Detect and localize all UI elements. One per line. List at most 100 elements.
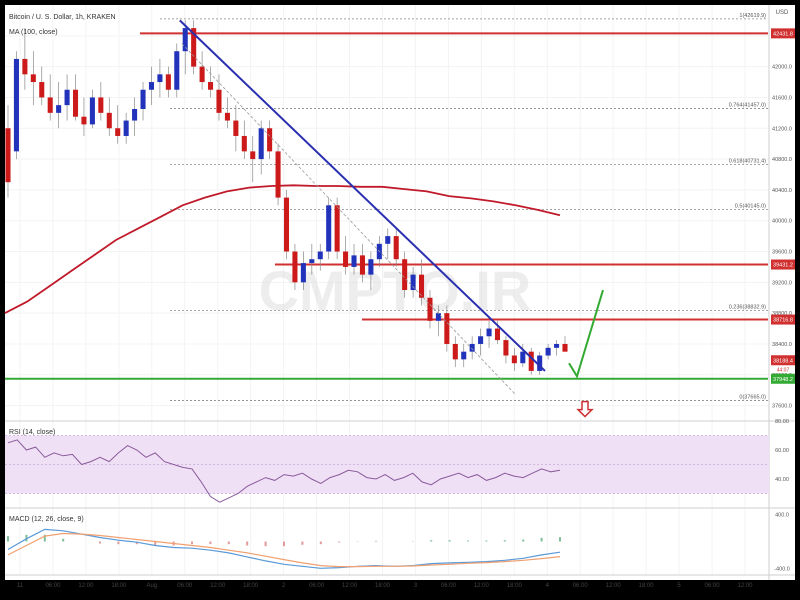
candle-body [241, 135, 247, 152]
y-tick-label: 40000.0 [772, 219, 792, 225]
candle-body [393, 236, 399, 260]
macd-legend: MACD (12, 26, close, 9) [9, 516, 84, 523]
fib-level-label: 0.764(41457.0) [729, 102, 766, 108]
y-tick-label: 41200.0 [772, 126, 792, 132]
candle-body [283, 197, 290, 252]
fib-level-label: 0.236(38832.9) [729, 305, 766, 311]
y-tick-label: 39200.0 [772, 280, 792, 286]
fib-level-label: 0(37665.0) [739, 395, 766, 401]
bearish-trendline [179, 19, 546, 372]
y-tick-label: 41600.0 [772, 95, 792, 101]
x-tick-label: 18:00 [375, 583, 391, 589]
signal-line [7, 532, 561, 568]
price-tag: 39431.2 [773, 263, 793, 269]
price-tag-background [771, 259, 795, 270]
candle-body [30, 74, 36, 83]
time-axis: 11 06:00 12:00 18:00 Aug 06:00 12:00 18:00 2 06:0… [17, 583, 753, 589]
candle-body [174, 51, 180, 90]
candle-body [368, 259, 374, 275]
x-tick-label: 06:00 [45, 583, 61, 589]
x-tick-label: 4 [546, 583, 550, 589]
candle-body [72, 89, 79, 117]
x-tick-label: 06:00 [177, 583, 193, 589]
x-tick-label: 06:00 [441, 583, 457, 589]
candle-body [511, 355, 517, 364]
price-tag-background [771, 314, 795, 325]
bullish-forecast-arrow [568, 289, 604, 379]
x-tick-label: 12:00 [342, 583, 358, 589]
candle-body [528, 351, 534, 371]
candle-body [309, 259, 315, 264]
candle-body [402, 259, 408, 291]
fib-level-label: 1(42619.9) [739, 13, 766, 19]
bearish-breakdown-arrow [576, 400, 594, 418]
price-tag: 42431.8 [773, 31, 793, 37]
x-tick-label: 12:00 [474, 583, 490, 589]
candle-body [224, 112, 230, 121]
candle-body [22, 58, 28, 75]
x-tick-label: 18:00 [507, 583, 523, 589]
macd-tick-label: 400.0 [775, 513, 789, 519]
candle-body [106, 112, 112, 129]
candle-body [435, 313, 441, 321]
candle-body [554, 343, 560, 348]
ma100-line [4, 184, 561, 314]
candle-body [486, 328, 492, 337]
candle-body [267, 128, 273, 152]
candle-body [39, 82, 45, 98]
price-axis-background [769, 5, 795, 580]
candle-body [5, 128, 11, 183]
candle-body [469, 343, 475, 352]
candle-body [385, 236, 391, 244]
price-labels: 42431.8 39431.2 38716.8 38188.4 37948.2 44:07 [771, 28, 795, 384]
x-tick-label: 2 [282, 583, 286, 589]
candle-body [216, 89, 222, 113]
moving-average-layer [4, 184, 561, 314]
candle-body [81, 116, 87, 125]
candle-body [351, 255, 357, 267]
candle-body [199, 66, 205, 83]
candle-body [317, 251, 323, 260]
x-tick-label: 18:00 [243, 583, 259, 589]
fib-level-label: 0.5(40145.0) [735, 204, 766, 210]
candle-body [132, 109, 138, 121]
x-tick-label: 12:00 [606, 583, 622, 589]
candle-body [537, 355, 543, 371]
ma-legend: MA (100, close) [9, 29, 58, 36]
candle-body [56, 105, 62, 113]
x-tick-label: 18:00 [111, 583, 127, 589]
price-tag-background [771, 355, 795, 366]
candle-body [275, 151, 281, 198]
fib-level-label: 0.618(40731.4) [729, 158, 766, 164]
macd-line [7, 528, 561, 569]
rsi-legend: RSI (14, close) [9, 429, 55, 436]
x-tick-label: Aug [146, 583, 157, 589]
candle-body [123, 120, 129, 136]
candle-body [157, 74, 163, 83]
candle-body [494, 328, 501, 341]
candle-body [258, 128, 264, 160]
candle-body [115, 128, 121, 136]
trendline-layer [179, 19, 546, 395]
rsi-tick-label: 40.00 [775, 477, 789, 483]
x-tick-label: 11 [17, 583, 24, 589]
chart-title: Bitcoin / U. S. Dollar, 1h, KRAKEN [9, 14, 116, 21]
y-tick-label: 40400.0 [772, 188, 792, 194]
candle-body [182, 28, 188, 52]
candle-body [334, 205, 340, 252]
y-tick-label: 42000.0 [772, 65, 792, 71]
candle-body [326, 205, 332, 252]
price-tag-background [771, 28, 795, 39]
candle-body [208, 82, 214, 90]
candle-body [418, 274, 425, 298]
price-tag: 38716.8 [773, 318, 793, 324]
macd-pane: 400.0 -400.0 [7, 513, 790, 572]
candle-body [444, 313, 450, 344]
candle-body [98, 97, 104, 113]
rsi-tick-label: 80.00 [775, 419, 789, 425]
rsi-line [7, 439, 561, 503]
candle-body [140, 89, 146, 109]
candle-body [461, 351, 467, 360]
fib-diagonal [181, 43, 516, 395]
